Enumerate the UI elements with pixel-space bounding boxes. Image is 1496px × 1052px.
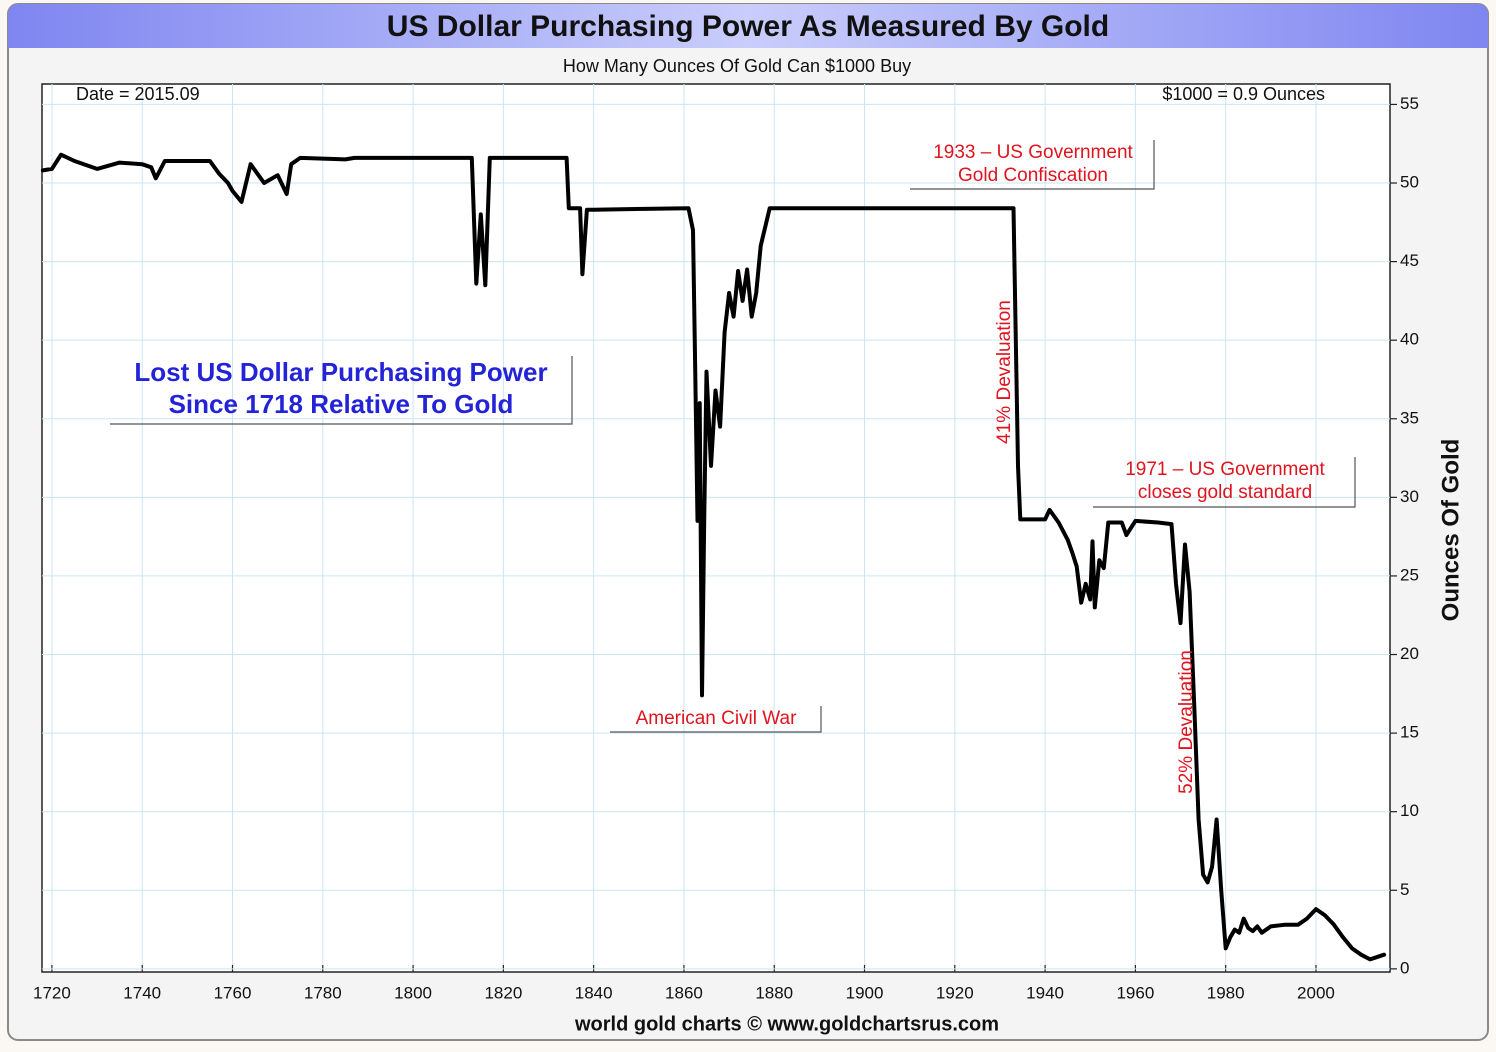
annotation-text: 52% Devaluation: [1176, 650, 1197, 794]
annotation-text: American Civil War: [636, 708, 797, 729]
y-tick-label: 30: [1400, 487, 1419, 506]
y-tick-label: 40: [1400, 330, 1419, 349]
annotation-text: Gold Confiscation: [958, 165, 1108, 186]
y-tick-label: 55: [1400, 94, 1419, 113]
title-bar: [8, 4, 1488, 48]
x-tick-label: 1840: [575, 983, 613, 1002]
latest-label: $1000 = 0.9 Ounces: [1162, 84, 1325, 104]
confiscation-box: 1933 – US Government Gold Confiscation: [910, 140, 1155, 190]
gold-standard-box: 1971 – US Government closes gold standar…: [1093, 457, 1356, 508]
annotation-text: 41% Devaluation: [994, 300, 1015, 444]
x-tick-label: 2000: [1297, 983, 1335, 1002]
annotation-text: closes gold standard: [1138, 482, 1312, 503]
grid: [42, 84, 1397, 972]
callout-frame: [610, 706, 822, 733]
annotation-text: 1933 – US Government: [933, 142, 1133, 163]
civil-war-box: American Civil War: [610, 706, 822, 733]
y-tick-label: 35: [1400, 408, 1419, 427]
x-tick-label: 1760: [214, 983, 252, 1002]
x-tick-label: 1740: [123, 983, 161, 1002]
y-tick-label: 20: [1400, 644, 1419, 663]
y-tick-label: 5: [1400, 880, 1409, 899]
x-tick-label: 1880: [755, 983, 793, 1002]
x-tick-label: 1800: [394, 983, 432, 1002]
x-tick-label: 1780: [304, 983, 342, 1002]
y-axis-label: Ounces Of Gold: [1437, 439, 1464, 622]
y-tick-label: 45: [1400, 251, 1419, 270]
x-tick-label: 1820: [484, 983, 522, 1002]
callout-frame: [110, 356, 573, 425]
series: [40, 152, 1387, 962]
headline-text: Since 1718 Relative To Gold: [169, 389, 514, 419]
x-tick-label: 1940: [1026, 983, 1064, 1002]
chart-title: US Dollar Purchasing Power As Measured B…: [387, 10, 1109, 43]
x-tick-label: 1920: [936, 983, 974, 1002]
chart-subtitle: How Many Ounces Of Gold Can $1000 Buy: [563, 56, 911, 76]
y-tick-label: 25: [1400, 565, 1419, 584]
x-tick-label: 1860: [665, 983, 703, 1002]
callout-frame: [1093, 457, 1356, 508]
headline-text: Lost US Dollar Purchasing Power: [134, 357, 547, 387]
x-tick-label: 1720: [33, 983, 71, 1002]
annotation-text: 1971 – US Government: [1125, 459, 1325, 480]
y-tick-label: 0: [1400, 958, 1409, 977]
callout-frame: [910, 140, 1155, 190]
headline-box: Lost US Dollar Purchasing Power Since 17…: [110, 356, 573, 425]
date-label: Date = 2015.09: [76, 84, 200, 104]
x-tick-label: 1900: [846, 983, 884, 1002]
data-line: [40, 152, 1387, 962]
x-tick-label: 1980: [1207, 983, 1245, 1002]
y-tick-label: 15: [1400, 723, 1419, 742]
y-tick-label: 50: [1400, 173, 1419, 192]
x-tick-label: 1960: [1116, 983, 1154, 1002]
plot-area: [41, 83, 1391, 973]
y-tick-label: 10: [1400, 801, 1419, 820]
source: world gold charts © www.goldchartsrus.co…: [574, 1013, 999, 1035]
